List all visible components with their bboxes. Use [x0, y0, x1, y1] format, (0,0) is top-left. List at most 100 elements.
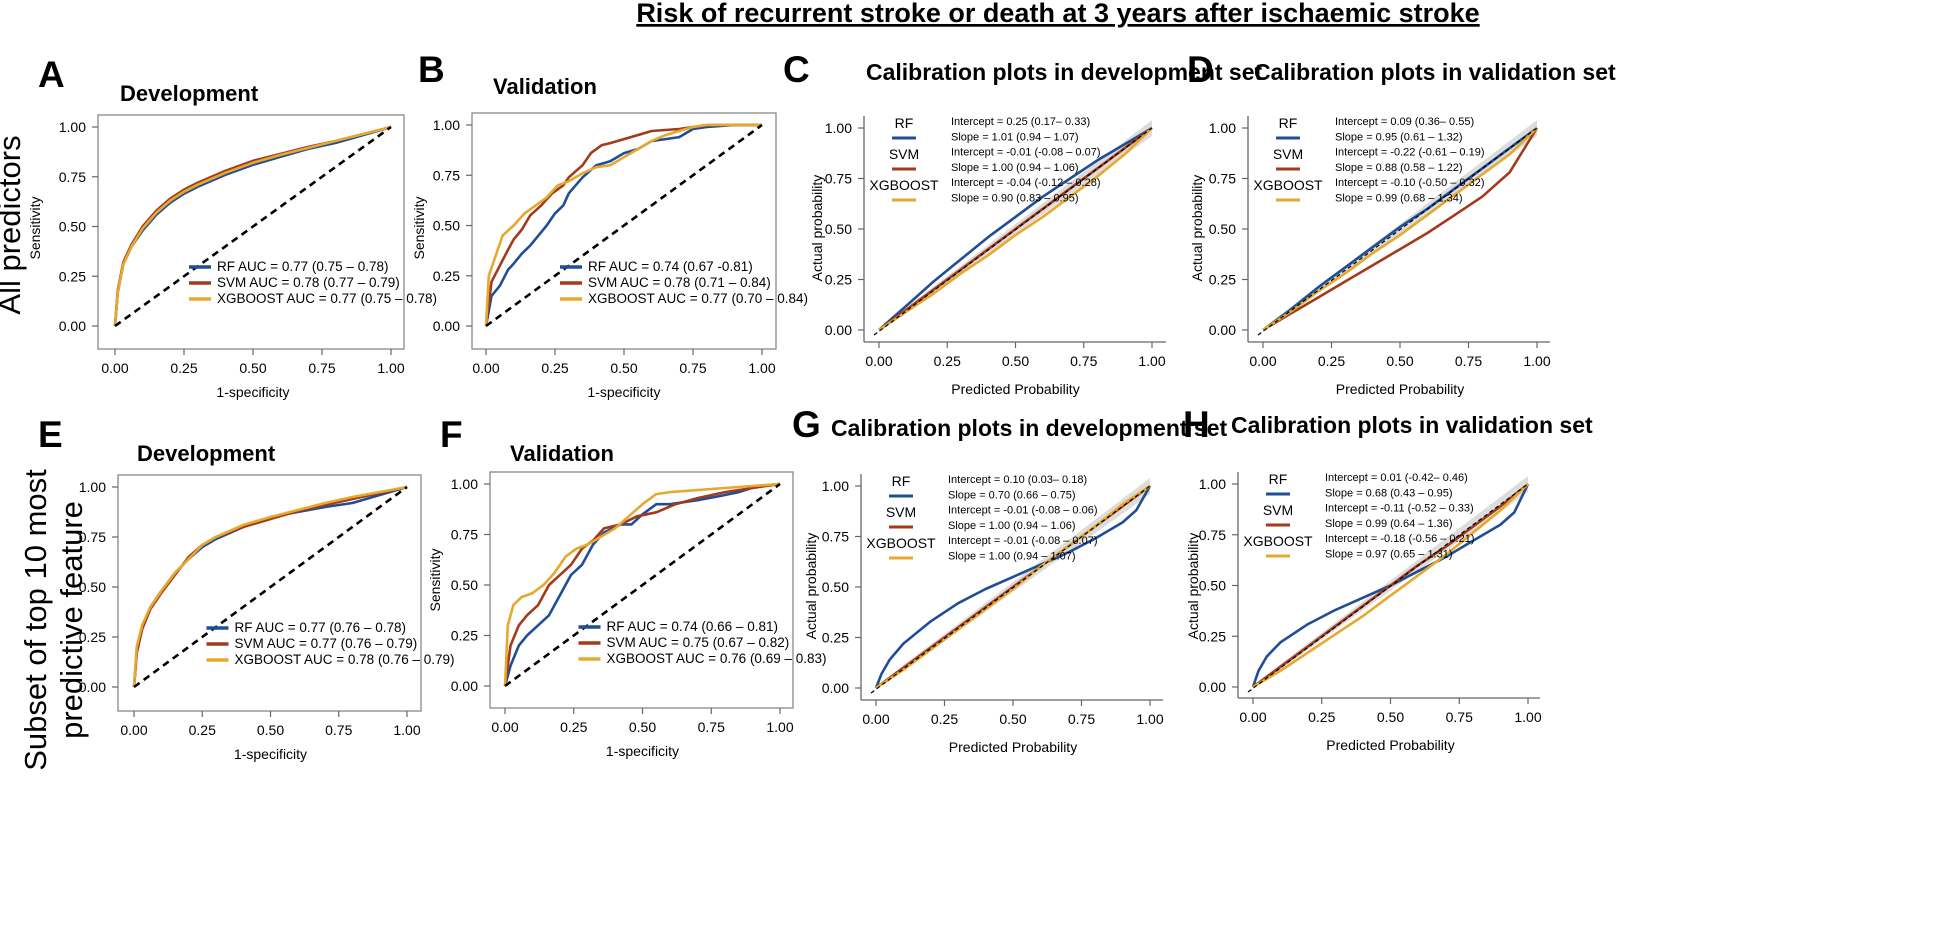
- y-tick-label: 0.50: [1199, 578, 1226, 594]
- x-tick-label: 0.50: [610, 360, 637, 376]
- x-tick-label: 0.50: [629, 719, 656, 735]
- x-tick-label: 0.75: [325, 722, 352, 738]
- legend-label-rf: RF AUC = 0.77 (0.75 – 0.78): [217, 259, 388, 274]
- x-tick-label: 0.75: [1455, 353, 1482, 369]
- x-axis-label: 1-specificity: [216, 384, 289, 400]
- y-tick-label: 0.50: [1209, 221, 1236, 237]
- x-tick-label: 0.75: [698, 719, 725, 735]
- panel-b: B Validation 0.00 0.00 0.25 0.25 0.50 0.50 0.75 0…: [411, 49, 808, 400]
- x-tick-label: 0.25: [541, 360, 568, 376]
- x-tick-label: 0.50: [999, 711, 1026, 727]
- series-line-rf: [484, 123, 762, 327]
- row-label-line: Subset of top 10 most: [18, 469, 53, 771]
- legend-name-rf: RF: [895, 115, 914, 131]
- series-line-xgboost: [484, 123, 762, 327]
- legend-name-svm: SVM: [889, 146, 919, 162]
- legend-name-xgboost: XGBOOST: [866, 535, 936, 551]
- panel-title: Calibration plots in development set: [866, 59, 1263, 85]
- legend-stat: Slope = 0.90 (0.83 – 0.95): [951, 193, 1079, 205]
- panel-title: Validation: [510, 441, 614, 466]
- y-tick-label: 1.00: [825, 120, 852, 136]
- panel-title: Calibration plots in validation set: [1254, 59, 1616, 85]
- x-tick-label: 1.00: [393, 722, 420, 738]
- panel-title: Development: [137, 441, 276, 466]
- y-tick-label: 0.00: [59, 318, 86, 334]
- legend-name-xgboost: XGBOOST: [1243, 533, 1313, 549]
- legend-stat: Intercept = -0.22 (-0.61 – 0.19): [1335, 147, 1485, 159]
- y-tick-label: 0.00: [1209, 322, 1236, 338]
- legend-label-rf: RF AUC = 0.77 (0.76 – 0.78): [235, 620, 406, 635]
- x-tick-label: 0.00: [862, 711, 889, 727]
- panel-letter: C: [783, 49, 810, 90]
- legend-stat: Slope = 0.68 (0.43 – 0.95): [1325, 487, 1453, 499]
- legend-label-svm: SVM AUC = 0.78 (0.71 – 0.84): [588, 275, 771, 290]
- series-line-rf: [878, 126, 1153, 331]
- legend-label-svm: SVM AUC = 0.75 (0.67 – 0.82): [607, 635, 790, 650]
- y-tick-label: 0.75: [433, 167, 460, 183]
- y-tick-label: 0.75: [59, 169, 86, 185]
- series-line-xgboost: [878, 127, 1153, 332]
- y-tick-label: 0.25: [825, 272, 852, 288]
- x-tick-label: 1.00: [1138, 353, 1165, 369]
- y-tick-label: 0.25: [79, 629, 106, 645]
- x-tick-label: 0.50: [239, 360, 266, 376]
- y-tick-label: 0.50: [822, 579, 849, 595]
- panel-e: E Development 0.00 0.00 0.25 0.25 0.50 0.50 0.75…: [38, 414, 455, 762]
- panel-h: H Calibration plots in validation set 0.00…: [1183, 404, 1593, 753]
- legend-stat: Slope = 0.88 (0.58 – 1.22): [1335, 162, 1463, 174]
- y-axis-label: Actual probability: [1185, 533, 1201, 640]
- y-tick-label: 0.75: [825, 171, 852, 187]
- y-tick-label: 1.00: [79, 479, 106, 495]
- row-label-1: All predictors: [0, 135, 27, 314]
- reference-diagonal: [1257, 127, 1538, 336]
- series-line-rf: [1251, 483, 1530, 688]
- x-tick-label: 1.00: [766, 719, 793, 735]
- legend-stat: Intercept = -0.10 (-0.50 – 0.32): [1335, 177, 1485, 189]
- legend-stat: Slope = 0.97 (0.65 – 1.31): [1325, 549, 1453, 561]
- legend-stat: Intercept = 0.01 (-0.42– 0.46): [1325, 472, 1468, 484]
- y-tick-label: 0.25: [433, 268, 460, 284]
- y-tick-label: 0.75: [822, 529, 849, 545]
- x-tick-label: 1.00: [748, 360, 775, 376]
- row-label-2: Subset of top 10 most predictive feature: [18, 469, 89, 771]
- legend-stat: Intercept = -0.01 (-0.08 – 0.07): [951, 147, 1101, 159]
- y-tick-label: 0.00: [1199, 679, 1226, 695]
- y-axis-label: Actual probability: [803, 533, 819, 640]
- legend-stat: Slope = 0.99 (0.64 – 1.36): [1325, 518, 1453, 530]
- x-tick-label: 0.25: [1308, 709, 1335, 725]
- legend-name-svm: SVM: [1263, 502, 1293, 518]
- x-tick-label: 0.00: [101, 360, 128, 376]
- reference-diagonal: [873, 127, 1153, 336]
- x-axis-label: 1-specificity: [606, 743, 679, 759]
- x-tick-label: 1.00: [1523, 353, 1550, 369]
- x-tick-label: 0.00: [1239, 709, 1266, 725]
- legend-name-svm: SVM: [1273, 146, 1303, 162]
- legend-name-rf: RF: [1279, 115, 1298, 131]
- y-tick-label: 0.50: [433, 218, 460, 234]
- y-tick-label: 0.25: [451, 628, 478, 644]
- legend-stat: Intercept = -0.01 (-0.08 – 0.06): [948, 505, 1098, 517]
- legend-stat: Slope = 0.95 (0.61 – 1.32): [1335, 131, 1463, 143]
- y-tick-label: 0.00: [822, 680, 849, 696]
- series-line-xgboost: [875, 484, 1151, 690]
- legend-stat: Slope = 0.70 (0.66 – 0.75): [948, 489, 1076, 501]
- y-axis-label: Sensitivity: [411, 196, 427, 259]
- y-tick-label: 0.25: [59, 268, 86, 284]
- x-axis-label: 1-specificity: [587, 384, 660, 400]
- legend-stat: Intercept = 0.10 (0.03– 0.18): [948, 474, 1087, 486]
- panel-letter: H: [1183, 404, 1210, 445]
- series-line-rf: [503, 482, 781, 687]
- legend-stat: Slope = 1.00 (0.94 – 1.07): [948, 551, 1076, 563]
- panel-title: Calibration plots in development set: [831, 415, 1228, 441]
- x-tick-label: 0.50: [257, 722, 284, 738]
- legend-stat: Slope = 1.01 (0.94 – 1.07): [951, 131, 1079, 143]
- x-tick-label: 0.00: [472, 360, 499, 376]
- figure-title: Risk of recurrent stroke or death at 3 y…: [636, 0, 1479, 28]
- y-axis-label: Sensitivity: [27, 196, 43, 259]
- x-tick-label: 1.00: [1514, 709, 1541, 725]
- plot-frame: [489, 471, 794, 709]
- x-tick-label: 0.50: [1002, 353, 1029, 369]
- y-tick-label: 0.50: [451, 577, 478, 593]
- x-axis-label: Predicted Probability: [951, 381, 1079, 397]
- x-tick-label: 0.00: [865, 353, 892, 369]
